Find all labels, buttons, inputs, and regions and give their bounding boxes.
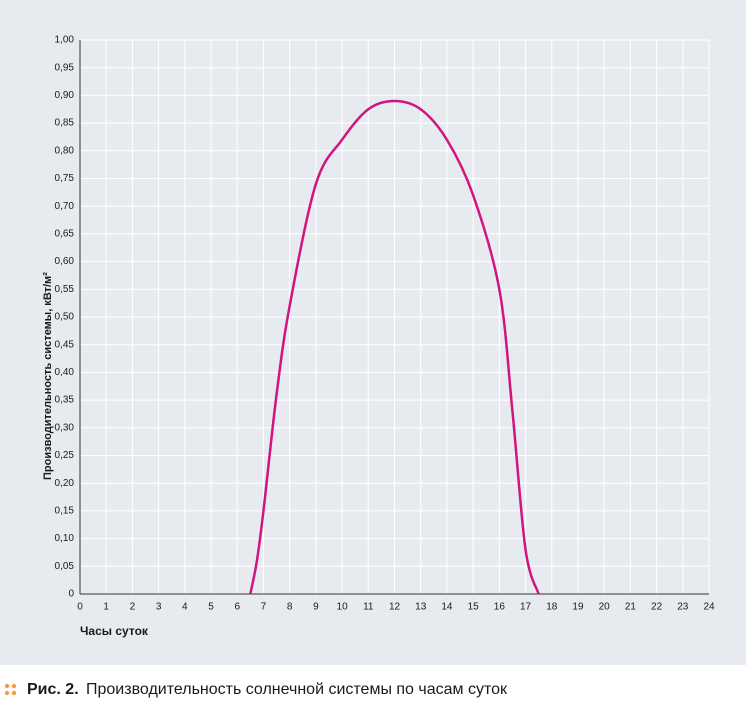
- y-tick-label: 0,20: [55, 478, 75, 489]
- x-tick-label: 22: [651, 602, 663, 613]
- x-tick-label: 4: [182, 602, 188, 613]
- x-tick-label: 3: [156, 602, 162, 613]
- y-tick-label: 0,45: [55, 339, 75, 350]
- x-tick-label: 8: [287, 602, 293, 613]
- x-tick-label: 23: [677, 602, 689, 613]
- x-tick-label: 20: [599, 602, 611, 613]
- x-tick-label: 16: [494, 602, 506, 613]
- y-tick-label: 0,80: [55, 145, 75, 156]
- y-tick-label: 0,40: [55, 367, 75, 378]
- y-axis-label: Производительность системы, кВт/м²: [42, 272, 54, 480]
- x-tick-label: 15: [468, 602, 480, 613]
- x-tick-label: 10: [337, 602, 349, 613]
- y-tick-label: 0,60: [55, 256, 75, 267]
- x-tick-label: 9: [313, 602, 319, 613]
- y-tick-label: 0,30: [55, 422, 75, 433]
- x-tick-label: 0: [77, 602, 83, 613]
- x-tick-label: 6: [234, 602, 240, 613]
- chart-background: [0, 0, 746, 665]
- x-tick-label: 11: [363, 602, 374, 613]
- x-tick-label: 21: [625, 602, 637, 613]
- y-tick-label: 0,15: [55, 506, 75, 517]
- x-tick-label: 17: [520, 602, 532, 613]
- y-tick-label: 0,55: [55, 284, 75, 295]
- y-tick-label: 0,90: [55, 90, 75, 101]
- y-tick-label: 0,05: [55, 561, 75, 572]
- x-tick-label: 1: [103, 602, 109, 613]
- y-tick-label: 0,65: [55, 229, 75, 240]
- y-tick-label: 0,75: [55, 173, 75, 184]
- x-tick-label: 5: [208, 602, 214, 613]
- y-tick-label: 0,10: [55, 533, 75, 544]
- y-tick-label: 0,25: [55, 450, 75, 461]
- x-tick-label: 7: [261, 602, 267, 613]
- x-tick-label: 2: [130, 602, 136, 613]
- caption-label: Рис. 2.: [27, 681, 79, 698]
- x-tick-label: 24: [703, 602, 715, 613]
- y-tick-label: 1,00: [55, 35, 75, 46]
- x-axis-label: Часы суток: [80, 624, 149, 638]
- caption-text: Производительность солнечной системы по …: [86, 681, 508, 698]
- y-tick-label: 0,95: [55, 62, 75, 73]
- x-tick-label: 12: [389, 602, 401, 613]
- y-tick-label: 0: [68, 589, 74, 600]
- x-tick-label: 19: [572, 602, 584, 613]
- y-tick-label: 0,85: [55, 118, 75, 129]
- y-tick-label: 0,70: [55, 201, 75, 212]
- x-tick-label: 18: [546, 602, 558, 613]
- line-series: [249, 99, 540, 595]
- y-tick-label: 0,50: [55, 312, 75, 323]
- x-tick-label: 14: [441, 602, 453, 613]
- y-tick-label: 0,35: [55, 395, 75, 406]
- x-tick-label: 13: [415, 602, 427, 613]
- caption-icon: [4, 683, 17, 696]
